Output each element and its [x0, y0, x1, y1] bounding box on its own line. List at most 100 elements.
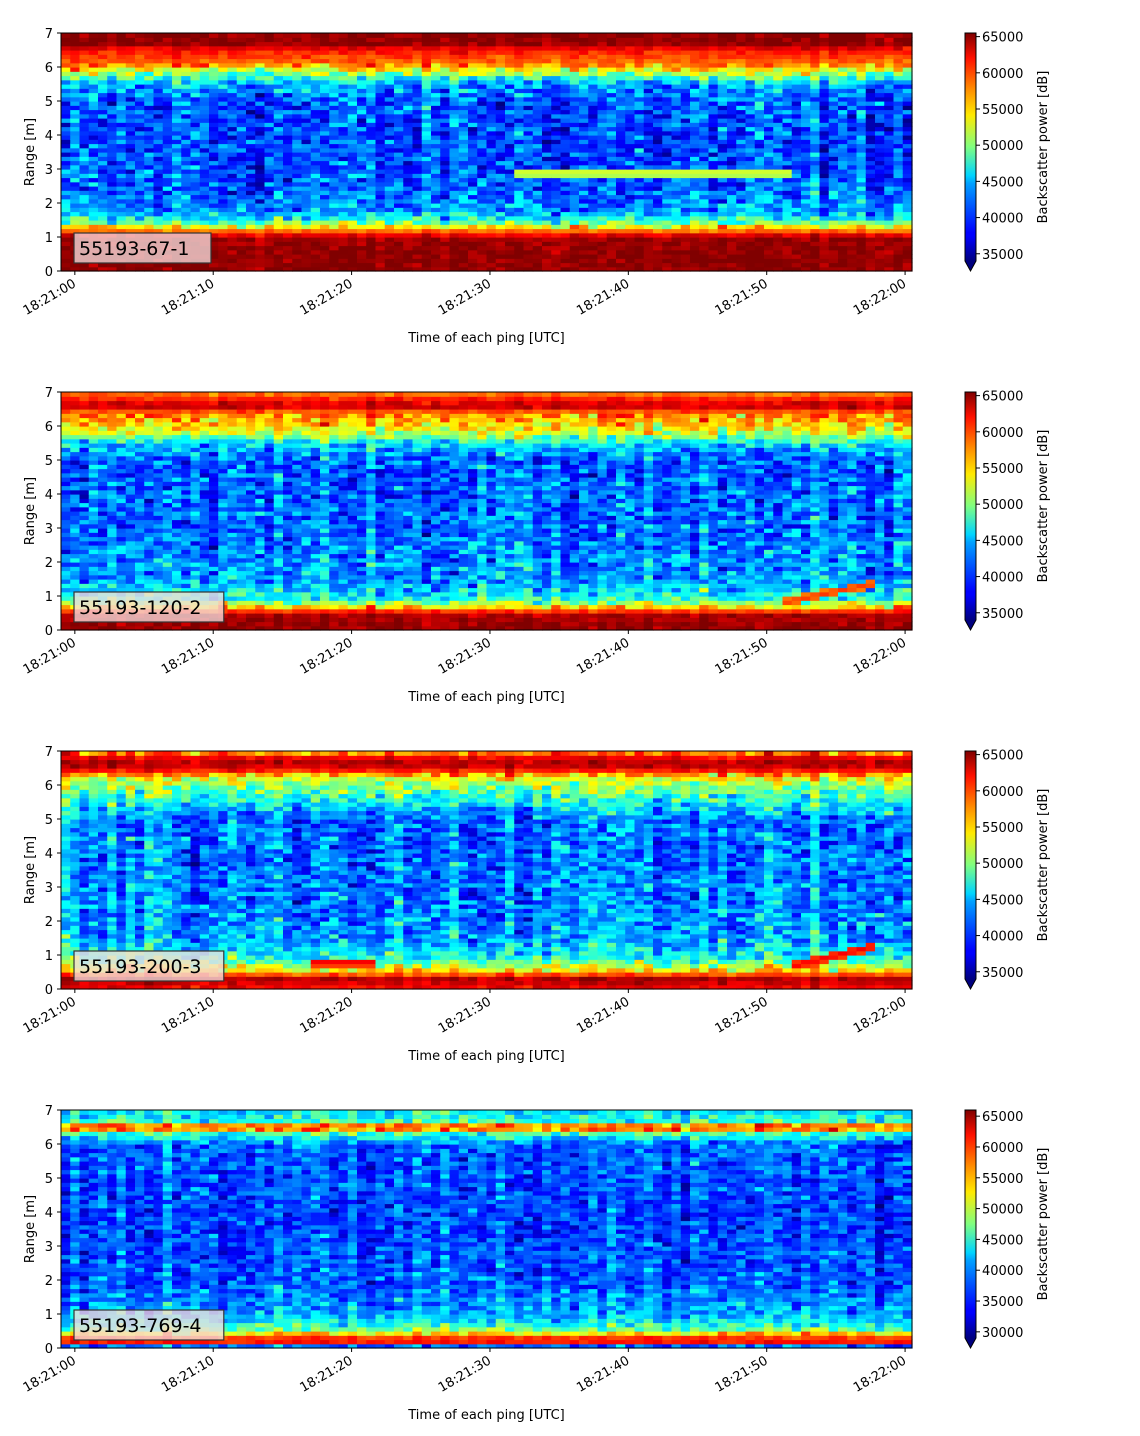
heatmap-cell [801, 139, 811, 145]
heatmap-cell [653, 245, 663, 251]
heatmap-cell [209, 237, 219, 242]
heatmap-cell [616, 186, 626, 191]
heatmap-cell [588, 33, 599, 38]
heatmap-cell [662, 84, 673, 89]
heatmap-cell [727, 194, 737, 200]
heatmap-cell [671, 173, 682, 179]
heatmap-cell [79, 122, 90, 128]
heatmap-cell [671, 211, 682, 217]
heatmap-cell [227, 211, 238, 217]
heatmap-cell [366, 122, 377, 128]
heatmap-cell [662, 228, 673, 234]
heatmap-cell [754, 152, 765, 157]
heatmap-cell [255, 126, 266, 132]
heatmap-cell [847, 96, 858, 102]
heatmap-cell [801, 203, 811, 208]
heatmap-cell [61, 45, 71, 51]
heatmap-cell [625, 79, 636, 85]
heatmap-cell [773, 211, 784, 217]
heatmap-cell [162, 101, 173, 106]
heatmap-cell [791, 113, 802, 119]
heatmap-cell [273, 258, 284, 264]
heatmap-cell [98, 79, 108, 85]
heatmap-cell [532, 58, 543, 64]
heatmap-cell [699, 118, 710, 123]
heatmap-cell [61, 113, 71, 119]
heatmap-cell [690, 186, 700, 191]
heatmap-cell [107, 105, 118, 111]
heatmap-cell [884, 224, 895, 230]
heatmap-cell [320, 135, 330, 140]
heatmap-cell [449, 173, 460, 179]
heatmap-cell [569, 92, 580, 98]
heatmap-cell [218, 258, 229, 264]
heatmap-cell [458, 130, 469, 136]
heatmap-cell [819, 54, 830, 60]
heatmap-cell [754, 203, 765, 208]
heatmap-cell [431, 67, 441, 72]
heatmap-cell [384, 105, 395, 111]
heatmap-cell [301, 41, 312, 47]
heatmap-cell [875, 88, 885, 94]
heatmap-cell [588, 224, 599, 230]
heatmap-cell [680, 101, 691, 106]
heatmap-cell [218, 126, 229, 132]
heatmap-cell [495, 207, 506, 213]
heatmap-cell [671, 177, 682, 183]
heatmap-cell [135, 96, 145, 102]
heatmap-cell [468, 220, 478, 225]
heatmap-cell [606, 258, 617, 264]
heatmap-cell [606, 109, 617, 115]
heatmap-cell [819, 75, 830, 81]
heatmap-cell [643, 71, 654, 77]
heatmap-cell [172, 101, 182, 106]
heatmap-cell [717, 215, 728, 221]
heatmap-cell [495, 118, 506, 123]
heatmap-cell [643, 186, 654, 191]
heatmap-cell [495, 105, 506, 111]
heatmap-cell [468, 41, 478, 47]
heatmap-cell [856, 41, 867, 47]
heatmap-cell [699, 266, 710, 272]
heatmap-cell [690, 45, 700, 51]
heatmap-cell [847, 143, 858, 149]
heatmap-cell [440, 232, 451, 238]
heatmap-cell [699, 198, 710, 204]
heatmap-cell [745, 232, 756, 238]
heatmap-cell [588, 37, 599, 43]
heatmap-cell [606, 84, 617, 89]
heatmap-cell [643, 164, 654, 170]
heatmap-cell [625, 96, 636, 102]
heatmap-cell [384, 109, 395, 115]
heatmap-cell [283, 249, 293, 255]
heatmap-cell [107, 79, 118, 85]
heatmap-cell [98, 109, 108, 115]
heatmap-cell [625, 169, 636, 174]
heatmap-cell [477, 130, 488, 136]
heatmap-cell [606, 215, 617, 221]
heatmap-cell [514, 67, 525, 72]
heatmap-cell [449, 54, 460, 60]
heatmap-cell [209, 232, 219, 238]
heatmap-cell [653, 96, 663, 102]
heatmap-cell [227, 62, 238, 68]
heatmap-cell [79, 164, 90, 170]
heatmap-cell [542, 198, 552, 204]
heatmap-cell [61, 160, 71, 166]
heatmap-cell [403, 58, 414, 64]
heatmap-cell [88, 71, 99, 77]
heatmap-cell [597, 207, 608, 213]
heatmap-cell [727, 109, 737, 115]
heatmap-cell [727, 173, 737, 179]
heatmap-cell [310, 160, 321, 166]
heatmap-cell [754, 130, 765, 136]
heatmap-cell [283, 147, 293, 153]
heatmap-cell [514, 164, 525, 170]
heatmap-cell [394, 156, 404, 162]
heatmap-cell [125, 62, 136, 68]
heatmap-cell [569, 96, 580, 102]
heatmap-cell [708, 198, 719, 204]
heatmap-cell [116, 190, 127, 196]
heatmap-cell [79, 156, 90, 162]
heatmap-cell [616, 88, 626, 94]
